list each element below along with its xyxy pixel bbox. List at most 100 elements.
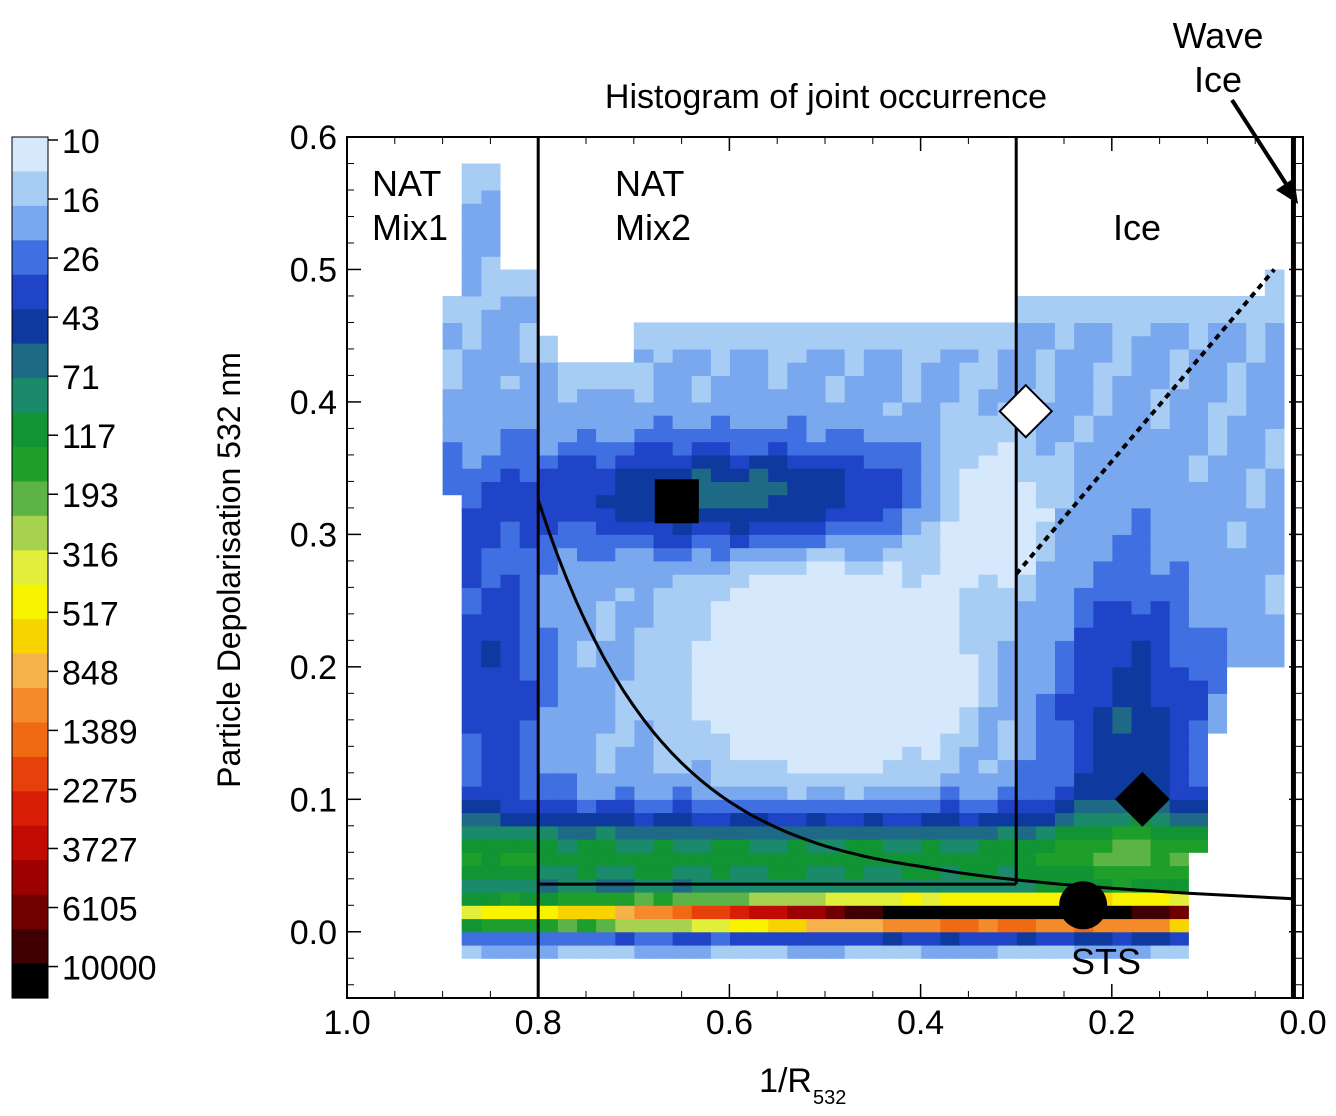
heatmap-cell [1207,693,1228,708]
heatmap-cell [901,653,922,668]
heatmap-cell [1169,441,1189,456]
heatmap-cell [538,574,558,588]
heatmap-cell [1264,441,1285,456]
heatmap-cell [997,375,1017,390]
heatmap-cell [958,786,979,800]
heatmap-cell [978,799,998,814]
heatmap-cell [1073,706,1094,721]
heatmap-cell [863,839,883,853]
heatmap-cell [1073,759,1094,774]
heatmap-cell [519,865,539,880]
heatmap-cell [500,852,520,867]
heatmap-cell [461,176,482,191]
heatmap-cell [939,375,960,390]
heatmap-cell [500,759,520,774]
heatmap-cell [1092,494,1113,509]
heatmap-cell [920,415,941,429]
heatmap-cell [1226,547,1247,562]
heatmap-cell [614,560,635,575]
heatmap-cell [863,454,883,469]
heatmap-cell [997,507,1017,522]
heatmap-cell [729,468,750,482]
heatmap-cell [1111,865,1132,880]
heatmap-cell [652,865,673,880]
heatmap-cell [1207,322,1228,337]
heatmap-cell [958,587,979,602]
colorbar-label: 1389 [62,713,138,751]
heatmap-cell [1035,759,1055,774]
heatmap-cell [1207,415,1228,429]
heatmap-cell [1035,733,1055,747]
heatmap-cell [461,269,482,284]
heatmap-cell [576,587,597,602]
heatmap-cell [595,693,616,708]
heatmap-cell [1035,693,1055,708]
heatmap-cell [748,640,769,655]
heatmap-cell [939,401,960,416]
heatmap-cell [672,388,692,403]
heatmap-cell [1073,560,1094,575]
heatmap-cell [863,799,883,814]
heatmap-cell [710,706,730,721]
heatmap-cell [1207,653,1228,668]
heatmap-cell [1073,839,1094,853]
heatmap-cell [672,547,692,562]
heatmap-cell [538,825,558,840]
heatmap-cell [480,534,501,549]
heatmap-cell [1226,613,1247,628]
heatmap-cell [729,918,750,933]
heatmap-cell [978,719,998,734]
heatmap-cell [480,640,501,655]
heatmap-cell [958,441,979,456]
heatmap-cell [805,627,826,641]
heatmap-cell [519,931,539,946]
heatmap-cell [997,574,1017,588]
heatmap-cell [805,931,826,946]
heatmap-cell [863,348,883,363]
heatmap-cell [1016,839,1036,853]
heatmap-cell [442,296,463,310]
heatmap-cell [786,746,807,761]
heatmap-cell [997,786,1017,800]
heatmap-cell [1188,362,1208,376]
heatmap-cell [538,653,558,668]
heatmap-cell [1130,428,1151,443]
heatmap-cell [500,401,520,416]
heatmap-cell [710,388,730,403]
colorbar-swatch [12,171,48,207]
heatmap-cell [958,653,979,668]
heatmap-cell [1073,812,1094,827]
heatmap-cell [1130,852,1151,867]
heatmap-cell [500,666,520,681]
heatmap-cell [519,534,539,549]
heatmap-cell [442,468,463,482]
heatmap-cell [863,892,883,906]
heatmap-cell [500,574,520,588]
heatmap-cell [1264,375,1285,390]
heatmap-cell [1111,574,1132,588]
heatmap-cell [710,812,730,827]
colorbar-label: 517 [62,595,119,633]
heatmap-cell [461,401,482,416]
heatmap-cell [557,892,577,906]
heatmap-cell [614,521,635,535]
heatmap-cell [1150,759,1170,774]
heatmap-cell [1207,613,1228,628]
heatmap-cell [538,931,558,946]
heatmap-cell [863,574,883,588]
heatmap-cell [1111,587,1132,602]
heatmap-cell [1035,547,1055,562]
heatmap-cell [633,362,654,376]
heatmap-cell [1016,865,1036,880]
heatmap-cell [920,574,941,588]
heatmap-cell [691,759,711,774]
heatmap-cell [1264,627,1285,641]
heatmap-cell [500,481,520,496]
heatmap-cell [1150,362,1170,376]
heatmap-cell [538,812,558,827]
heatmap-cell [576,521,597,535]
heatmap-cell [1092,547,1113,562]
heatmap-cell [1130,335,1151,350]
chart-title: Histogram of joint occurrence [605,78,1047,116]
heatmap-cell [461,878,482,893]
